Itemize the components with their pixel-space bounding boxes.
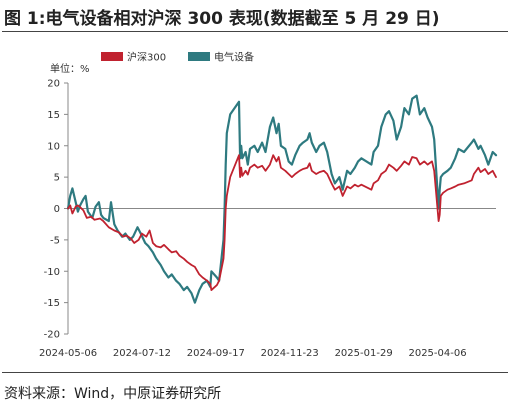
y-tick-label: -20 [44,330,60,341]
y-tick-label: 0 [54,204,60,215]
y-tick-label: 5 [54,173,60,184]
y-tick-label: 20 [47,79,60,90]
x-tick-label: 2024-05-06 [39,348,97,359]
series-line-electrical [66,94,498,304]
figure-title: 图 1:电气设备相对沪深 300 表现(数据截至 5 月 29 日) [4,9,440,29]
y-unit-label: 单位：% [50,62,90,75]
source-note: 资料来源：Wind，中原证券研究所 [4,386,222,402]
axes: -20 -15 -10 -5 0 5 10 15 20 2024-05-06 2024-07-12 2… [39,79,496,359]
bottom-divider [2,372,508,373]
series-line-hs300 [67,154,497,292]
legend-label-hs300: 沪深300 [127,51,166,64]
y-tick-label: -10 [44,267,60,278]
legend-swatch-hs300 [101,52,123,61]
x-tick-label: 2025-01-29 [335,348,393,359]
y-tick-label: -15 [44,298,60,309]
x-tick-label: 2024-11-23 [261,348,319,359]
y-tick-label: 15 [47,110,60,121]
series-lines [66,94,498,304]
x-tick-label: 2025-04-06 [408,348,466,359]
legend-swatch-electrical [188,52,210,61]
line-chart: 单位：% 沪深300 电气设备 -20 -15 -10 -5 0 5 10 15 20 2024-0… [39,51,498,359]
top-divider [2,31,508,32]
y-tick-label: -5 [50,235,60,246]
x-tick-label: 2024-09-17 [187,348,245,359]
legend-label-electrical: 电气设备 [214,51,254,64]
legend: 沪深300 电气设备 [101,51,254,64]
x-tick-label: 2024-07-12 [113,348,171,359]
y-tick-label: 10 [47,141,60,152]
